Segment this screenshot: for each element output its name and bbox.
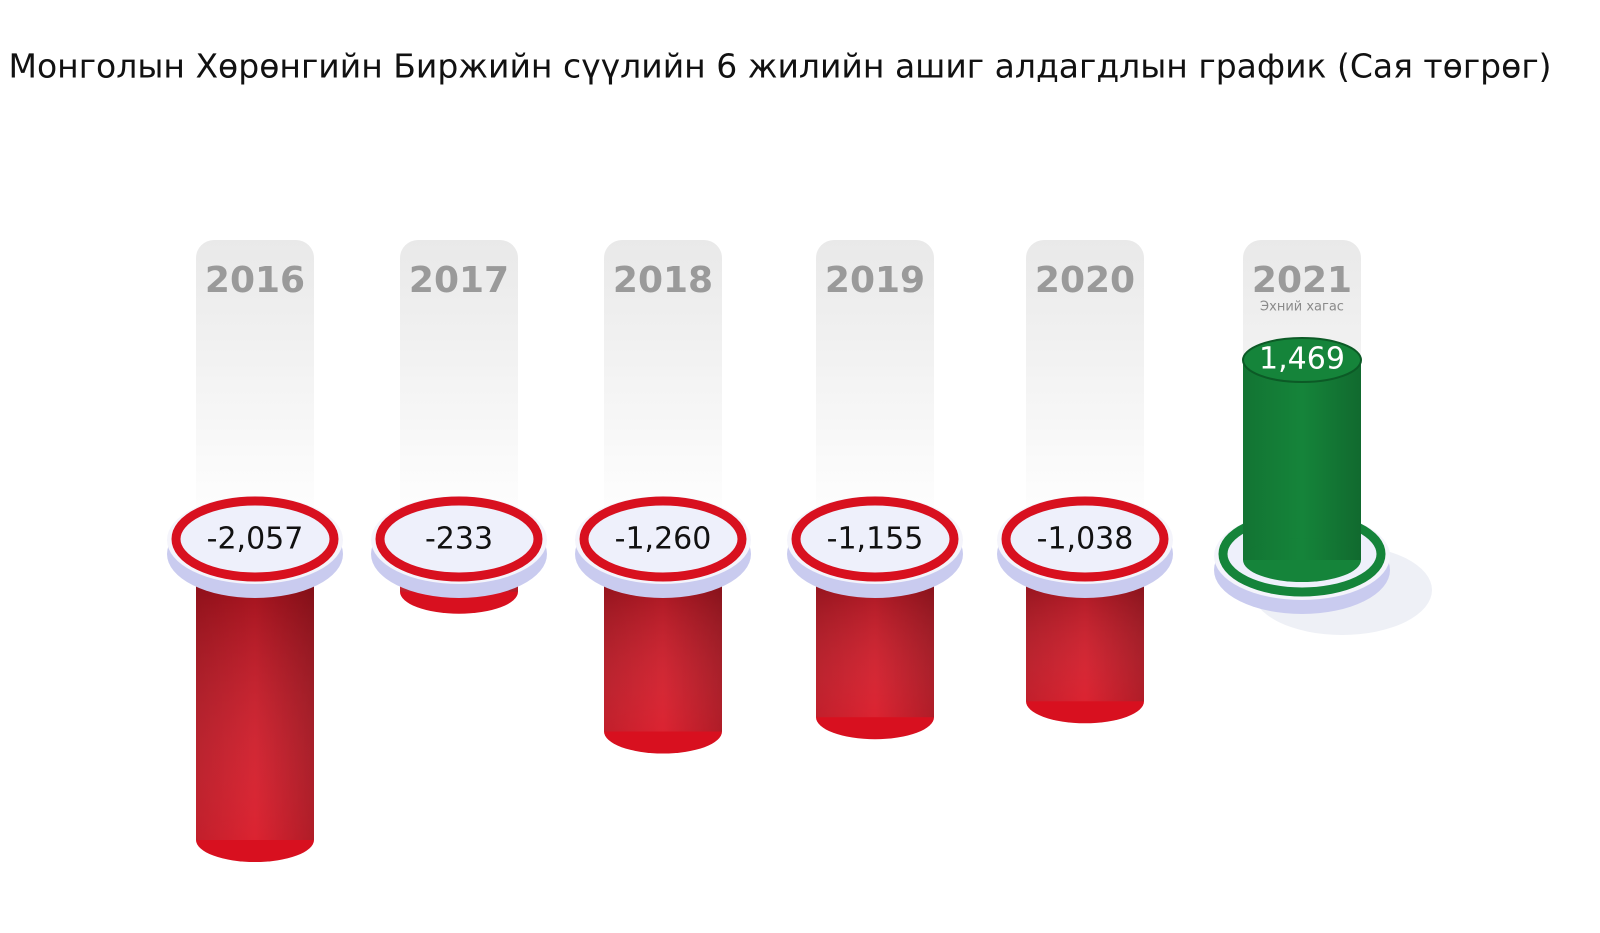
value-label: -1,038	[1037, 522, 1134, 557]
pillar	[816, 240, 934, 530]
pillar	[1026, 240, 1144, 530]
annotation: Эхний хагас	[1260, 300, 1344, 315]
value-label: -1,155	[827, 522, 924, 557]
disk-ring	[171, 496, 339, 582]
pillar	[196, 240, 314, 530]
disk-ring	[791, 496, 959, 582]
x-tick-label: 2017	[409, 260, 509, 301]
pillar	[604, 240, 722, 530]
disk-ring	[1001, 496, 1169, 582]
value-label: -233	[425, 522, 493, 557]
bar-shade	[196, 560, 314, 840]
disk-ring	[375, 496, 543, 582]
disk-ring	[579, 496, 747, 582]
value-label: -2,057	[207, 522, 304, 557]
x-tick-label: 2018	[613, 260, 713, 301]
bar-top	[1242, 337, 1362, 384]
x-tick-label: 2020	[1035, 260, 1135, 301]
x-tick-label: 2016	[205, 260, 305, 301]
chart-title: Монголын Хөрөнгийн Биржийн сүүлийн 6 жил…	[8, 47, 1551, 86]
x-tick-label: 2019	[825, 260, 925, 301]
pillar	[400, 240, 518, 530]
value-label: -1,260	[615, 522, 712, 557]
x-tick-label: 2021	[1252, 260, 1352, 301]
value-label: 1,469	[1259, 342, 1345, 377]
bar-shade	[1243, 360, 1361, 560]
